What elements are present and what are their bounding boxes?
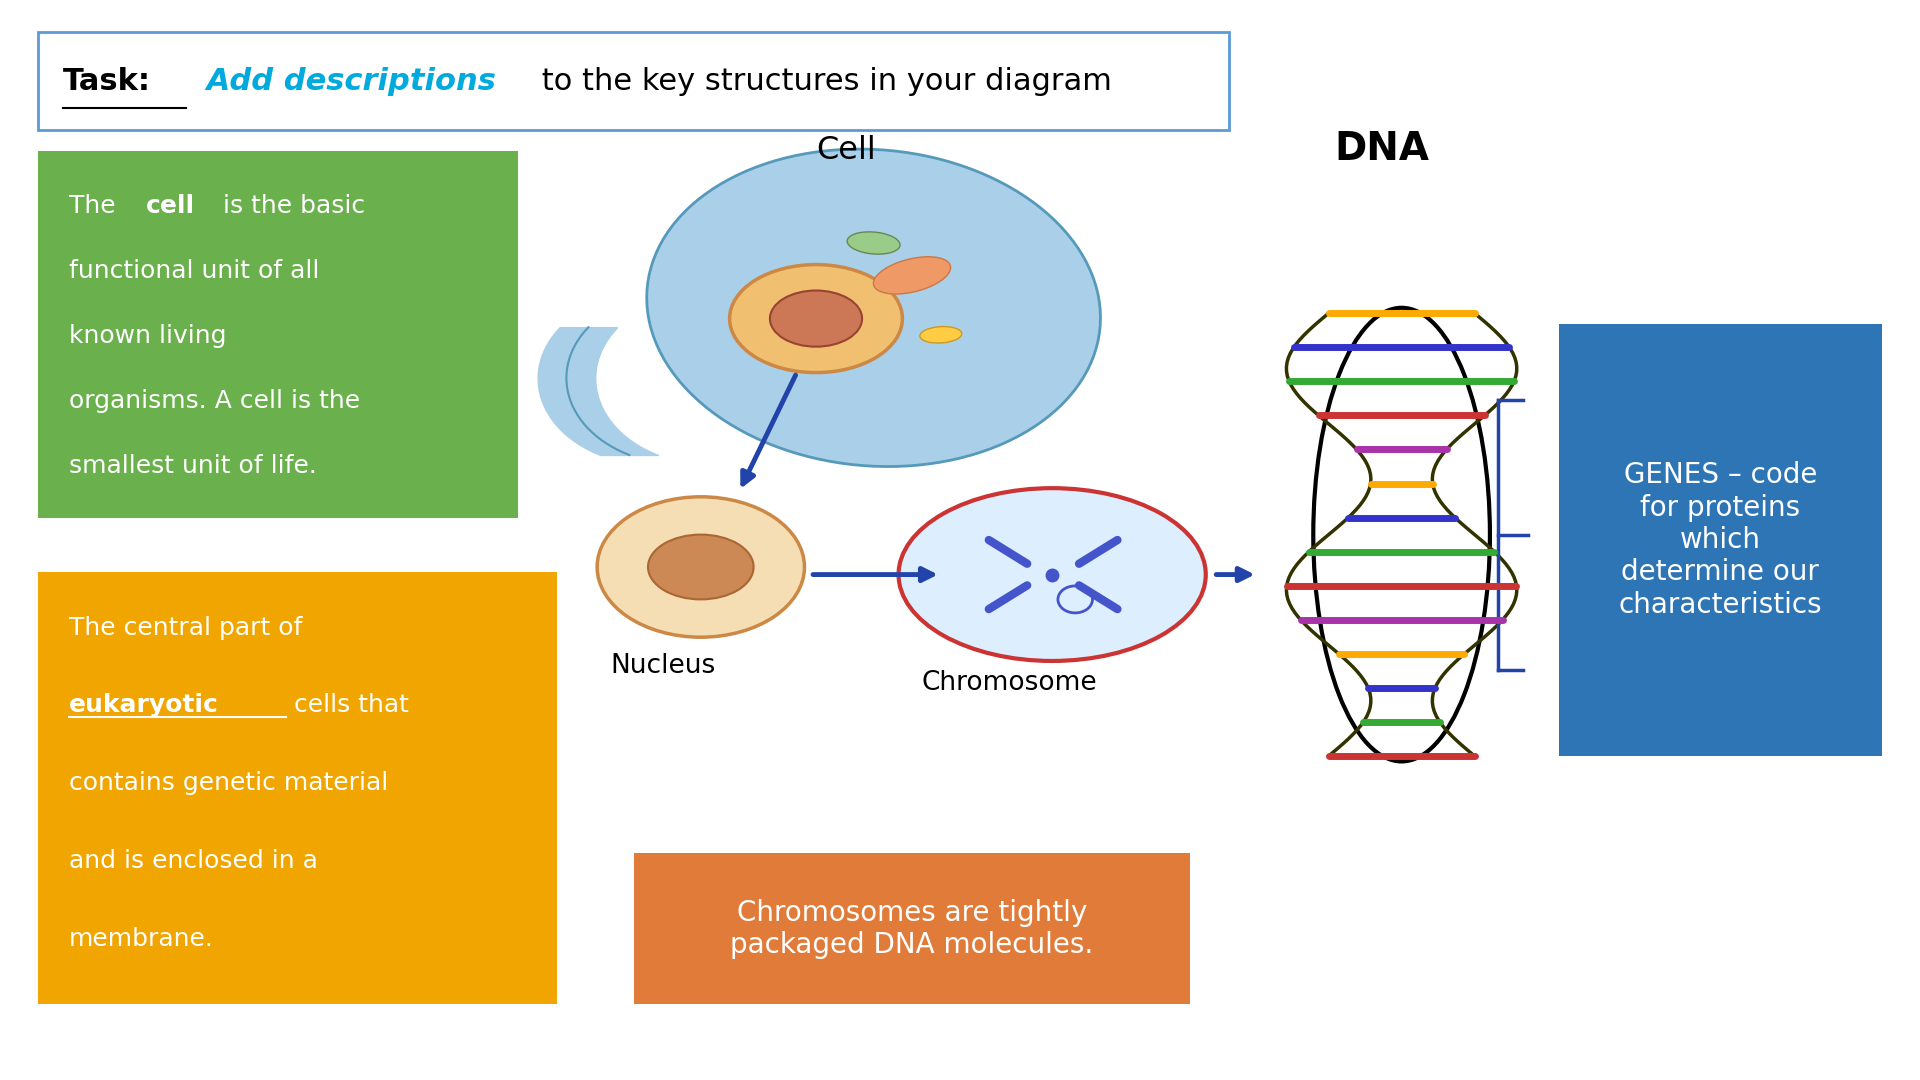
FancyBboxPatch shape bbox=[634, 853, 1190, 1004]
Text: to the key structures in your diagram: to the key structures in your diagram bbox=[532, 67, 1112, 95]
Text: known living: known living bbox=[69, 324, 227, 348]
Ellipse shape bbox=[730, 265, 902, 373]
Text: Nucleus: Nucleus bbox=[611, 653, 716, 679]
Text: GENES – code
for proteins
which
determine our
characteristics: GENES – code for proteins which determin… bbox=[1619, 461, 1822, 619]
Text: is the basic: is the basic bbox=[207, 194, 365, 218]
Text: Chromosomes are tightly
packaged DNA molecules.: Chromosomes are tightly packaged DNA mol… bbox=[730, 899, 1094, 959]
Text: cells that: cells that bbox=[286, 693, 409, 717]
FancyBboxPatch shape bbox=[1559, 324, 1882, 756]
Ellipse shape bbox=[647, 149, 1100, 467]
Ellipse shape bbox=[597, 497, 804, 637]
Ellipse shape bbox=[770, 291, 862, 347]
Text: DNA: DNA bbox=[1334, 130, 1428, 167]
Text: Add descriptions: Add descriptions bbox=[196, 67, 495, 95]
Text: contains genetic material: contains genetic material bbox=[69, 771, 388, 795]
Ellipse shape bbox=[847, 232, 900, 254]
Text: Task:: Task: bbox=[63, 67, 152, 95]
Text: membrane.: membrane. bbox=[69, 927, 213, 950]
FancyBboxPatch shape bbox=[38, 32, 1229, 130]
Ellipse shape bbox=[874, 257, 950, 294]
Ellipse shape bbox=[920, 326, 962, 343]
Text: and is enclosed in a: and is enclosed in a bbox=[69, 849, 319, 873]
Text: Cell: Cell bbox=[816, 135, 876, 166]
Text: smallest unit of life.: smallest unit of life. bbox=[69, 454, 317, 477]
FancyBboxPatch shape bbox=[38, 151, 518, 518]
Ellipse shape bbox=[649, 535, 753, 599]
Ellipse shape bbox=[1313, 308, 1490, 761]
Circle shape bbox=[899, 488, 1206, 661]
Text: organisms. A cell is the: organisms. A cell is the bbox=[69, 389, 361, 413]
Text: eukaryotic: eukaryotic bbox=[69, 693, 219, 717]
Text: cell: cell bbox=[146, 194, 196, 218]
Text: functional unit of all: functional unit of all bbox=[69, 259, 319, 283]
FancyBboxPatch shape bbox=[38, 572, 557, 1004]
Text: Chromosome: Chromosome bbox=[922, 670, 1096, 696]
Text: The: The bbox=[69, 194, 123, 218]
Text: The central part of: The central part of bbox=[69, 616, 303, 639]
